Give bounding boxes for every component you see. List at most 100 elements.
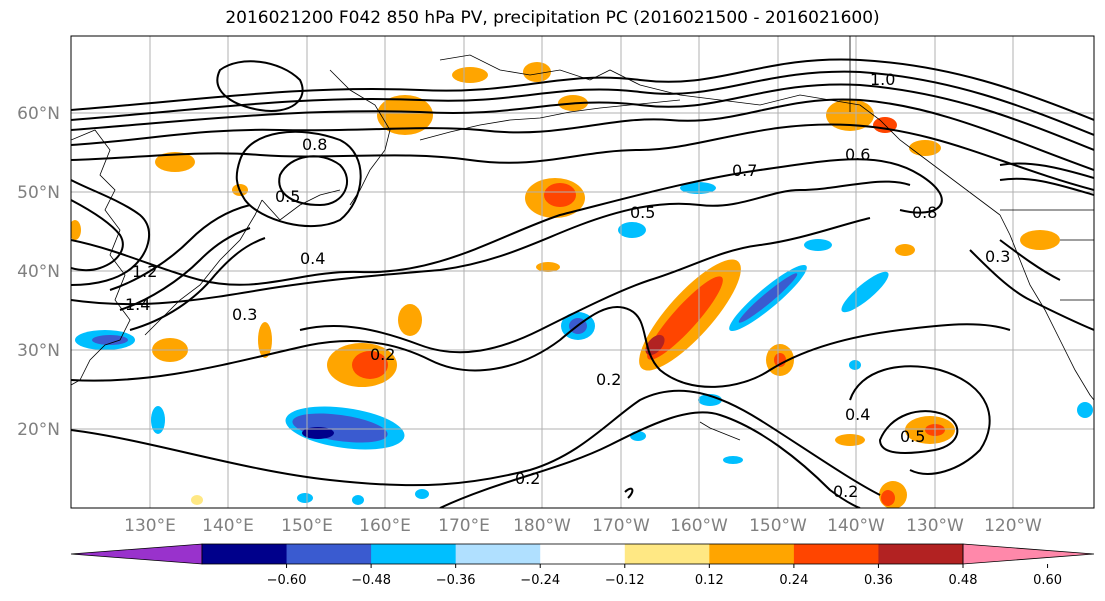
pv-contour	[999, 162, 1094, 179]
lon-label: 170°E	[438, 516, 490, 536]
lon-label: 130°E	[124, 516, 176, 536]
precip-blob	[258, 322, 272, 358]
map-frame	[70, 35, 1095, 509]
pv-contour	[71, 158, 943, 286]
lon-label: 160°E	[359, 516, 411, 536]
colorbar-cell	[793, 544, 879, 564]
colorbar-tick-label: 0.12	[695, 573, 724, 588]
colorbar-cell	[455, 544, 541, 564]
lon-label: 150°W	[749, 516, 807, 536]
pv-contour	[129, 237, 266, 331]
lon-labels: 130°E 140°E 150°E 160°E 170°E 180°W 170°…	[124, 516, 1042, 536]
contour-label: 0.8	[302, 135, 327, 154]
contour-label: 0.8	[912, 203, 937, 222]
precip-blob	[398, 304, 422, 336]
graticule	[71, 36, 1094, 508]
pv-contour	[109, 204, 251, 291]
contour-label: 0.2	[833, 482, 858, 501]
precip-blob	[92, 335, 128, 345]
precip-blob	[352, 351, 388, 379]
colorbar-cell	[878, 544, 964, 564]
colorbar-cell	[624, 544, 710, 564]
precip-blob	[523, 62, 551, 82]
colorbar-frame	[201, 543, 964, 565]
lon-label: 140°W	[827, 516, 885, 536]
contour-label: 0.5	[275, 187, 300, 206]
pv-contour	[71, 305, 1011, 388]
colorbar-cell	[371, 544, 457, 564]
colorbar-cell	[540, 544, 626, 564]
precip-blob	[191, 495, 203, 505]
pv-contour	[999, 177, 1094, 196]
precip-blob	[881, 490, 895, 506]
pv-contour	[119, 227, 251, 311]
colorbar-tick-label: 0.60	[1033, 573, 1062, 588]
precip-blob	[302, 427, 334, 439]
contour-label: 0.5	[900, 427, 925, 446]
precip-blob	[71, 220, 81, 240]
colorbar-tick-label: 0.36	[864, 573, 893, 588]
lat-labels: 60°N 50°N 40°N 30°N 20°N	[17, 104, 60, 440]
contour-label: 0.3	[985, 247, 1010, 266]
contour-label: 1.0	[870, 70, 895, 89]
precip-blob	[297, 493, 313, 503]
precip-blob	[909, 140, 941, 156]
pv-contours	[71, 58, 1094, 508]
precip-blob	[895, 244, 915, 256]
precip-blob	[826, 99, 874, 131]
precip-blob	[415, 489, 429, 499]
lon-label: 150°E	[281, 516, 333, 536]
coastline-alaska	[439, 54, 1001, 216]
colorbar-tick-label: −0.36	[436, 573, 476, 588]
colorbar: −0.60 −0.48 −0.36 −0.24 −0.12 0.12 0.24 0.36 0.4…	[70, 543, 1095, 588]
pv-contour	[71, 180, 911, 306]
pv-contour	[969, 249, 1094, 331]
precip-negative-shading	[75, 182, 1093, 505]
pv-contour	[71, 58, 1094, 121]
contour-label: 0.4	[300, 249, 325, 268]
precip-blob	[377, 95, 433, 135]
colorbar-tick-label: −0.60	[267, 573, 307, 588]
pv-contour	[71, 70, 1094, 136]
contour-label: 1.4	[125, 295, 150, 314]
pv-contour	[278, 155, 349, 207]
pv-contour	[624, 487, 634, 499]
lat-label: 40°N	[17, 262, 60, 282]
pv-contour	[71, 199, 124, 272]
contour-label: 1.2	[132, 262, 157, 281]
colorbar-extend-high	[962, 543, 1095, 565]
pv-contour	[216, 60, 304, 112]
pv-contour	[71, 98, 1094, 171]
precip-positive-shading	[71, 62, 1060, 508]
precip-blob	[352, 495, 364, 505]
precip-blob	[1077, 402, 1093, 418]
precip-blob	[841, 271, 889, 313]
lon-label: 120°W	[984, 516, 1042, 536]
colorbar-cell	[286, 544, 372, 564]
border-us-canada	[1000, 209, 1094, 301]
coastline-kamchatka	[329, 69, 391, 206]
precip-blob	[680, 182, 716, 194]
lat-label: 20°N	[17, 420, 60, 440]
precip-blob	[835, 434, 865, 446]
colorbar-tick-label: −0.48	[351, 573, 391, 588]
colorbar-cell	[202, 544, 288, 564]
lon-label: 180°W	[513, 516, 571, 536]
contour-label: 0.2	[370, 345, 395, 364]
precip-blob	[544, 183, 576, 207]
contour-label: 0.5	[630, 203, 655, 222]
precip-blob	[151, 406, 165, 434]
lat-label: 30°N	[17, 341, 60, 361]
pv-contour	[999, 239, 1061, 281]
pv-contour	[235, 130, 362, 228]
colorbar-extend-low	[70, 543, 203, 565]
colorbar-tick-label: 0.48	[949, 573, 978, 588]
precip-blob	[452, 67, 488, 83]
precip-blob	[849, 360, 861, 370]
lon-label: 160°W	[670, 516, 728, 536]
pv-contour	[71, 123, 1094, 191]
contour-label: 0.2	[596, 370, 621, 389]
lat-label: 60°N	[17, 104, 60, 124]
pv-contour	[71, 83, 1094, 151]
